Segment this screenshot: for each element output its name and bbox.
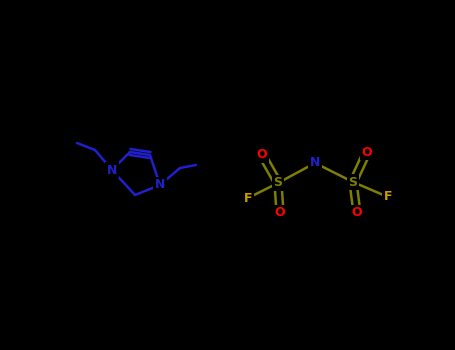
Text: F: F — [244, 191, 252, 204]
Text: N: N — [310, 156, 320, 169]
Text: O: O — [362, 146, 372, 159]
Text: N: N — [107, 163, 117, 176]
Text: O: O — [352, 206, 362, 219]
Text: S: S — [349, 175, 358, 189]
Text: O: O — [275, 206, 285, 219]
Text: F: F — [384, 190, 392, 203]
Text: O: O — [257, 148, 268, 161]
Text: N: N — [155, 178, 165, 191]
Text: S: S — [273, 176, 283, 189]
